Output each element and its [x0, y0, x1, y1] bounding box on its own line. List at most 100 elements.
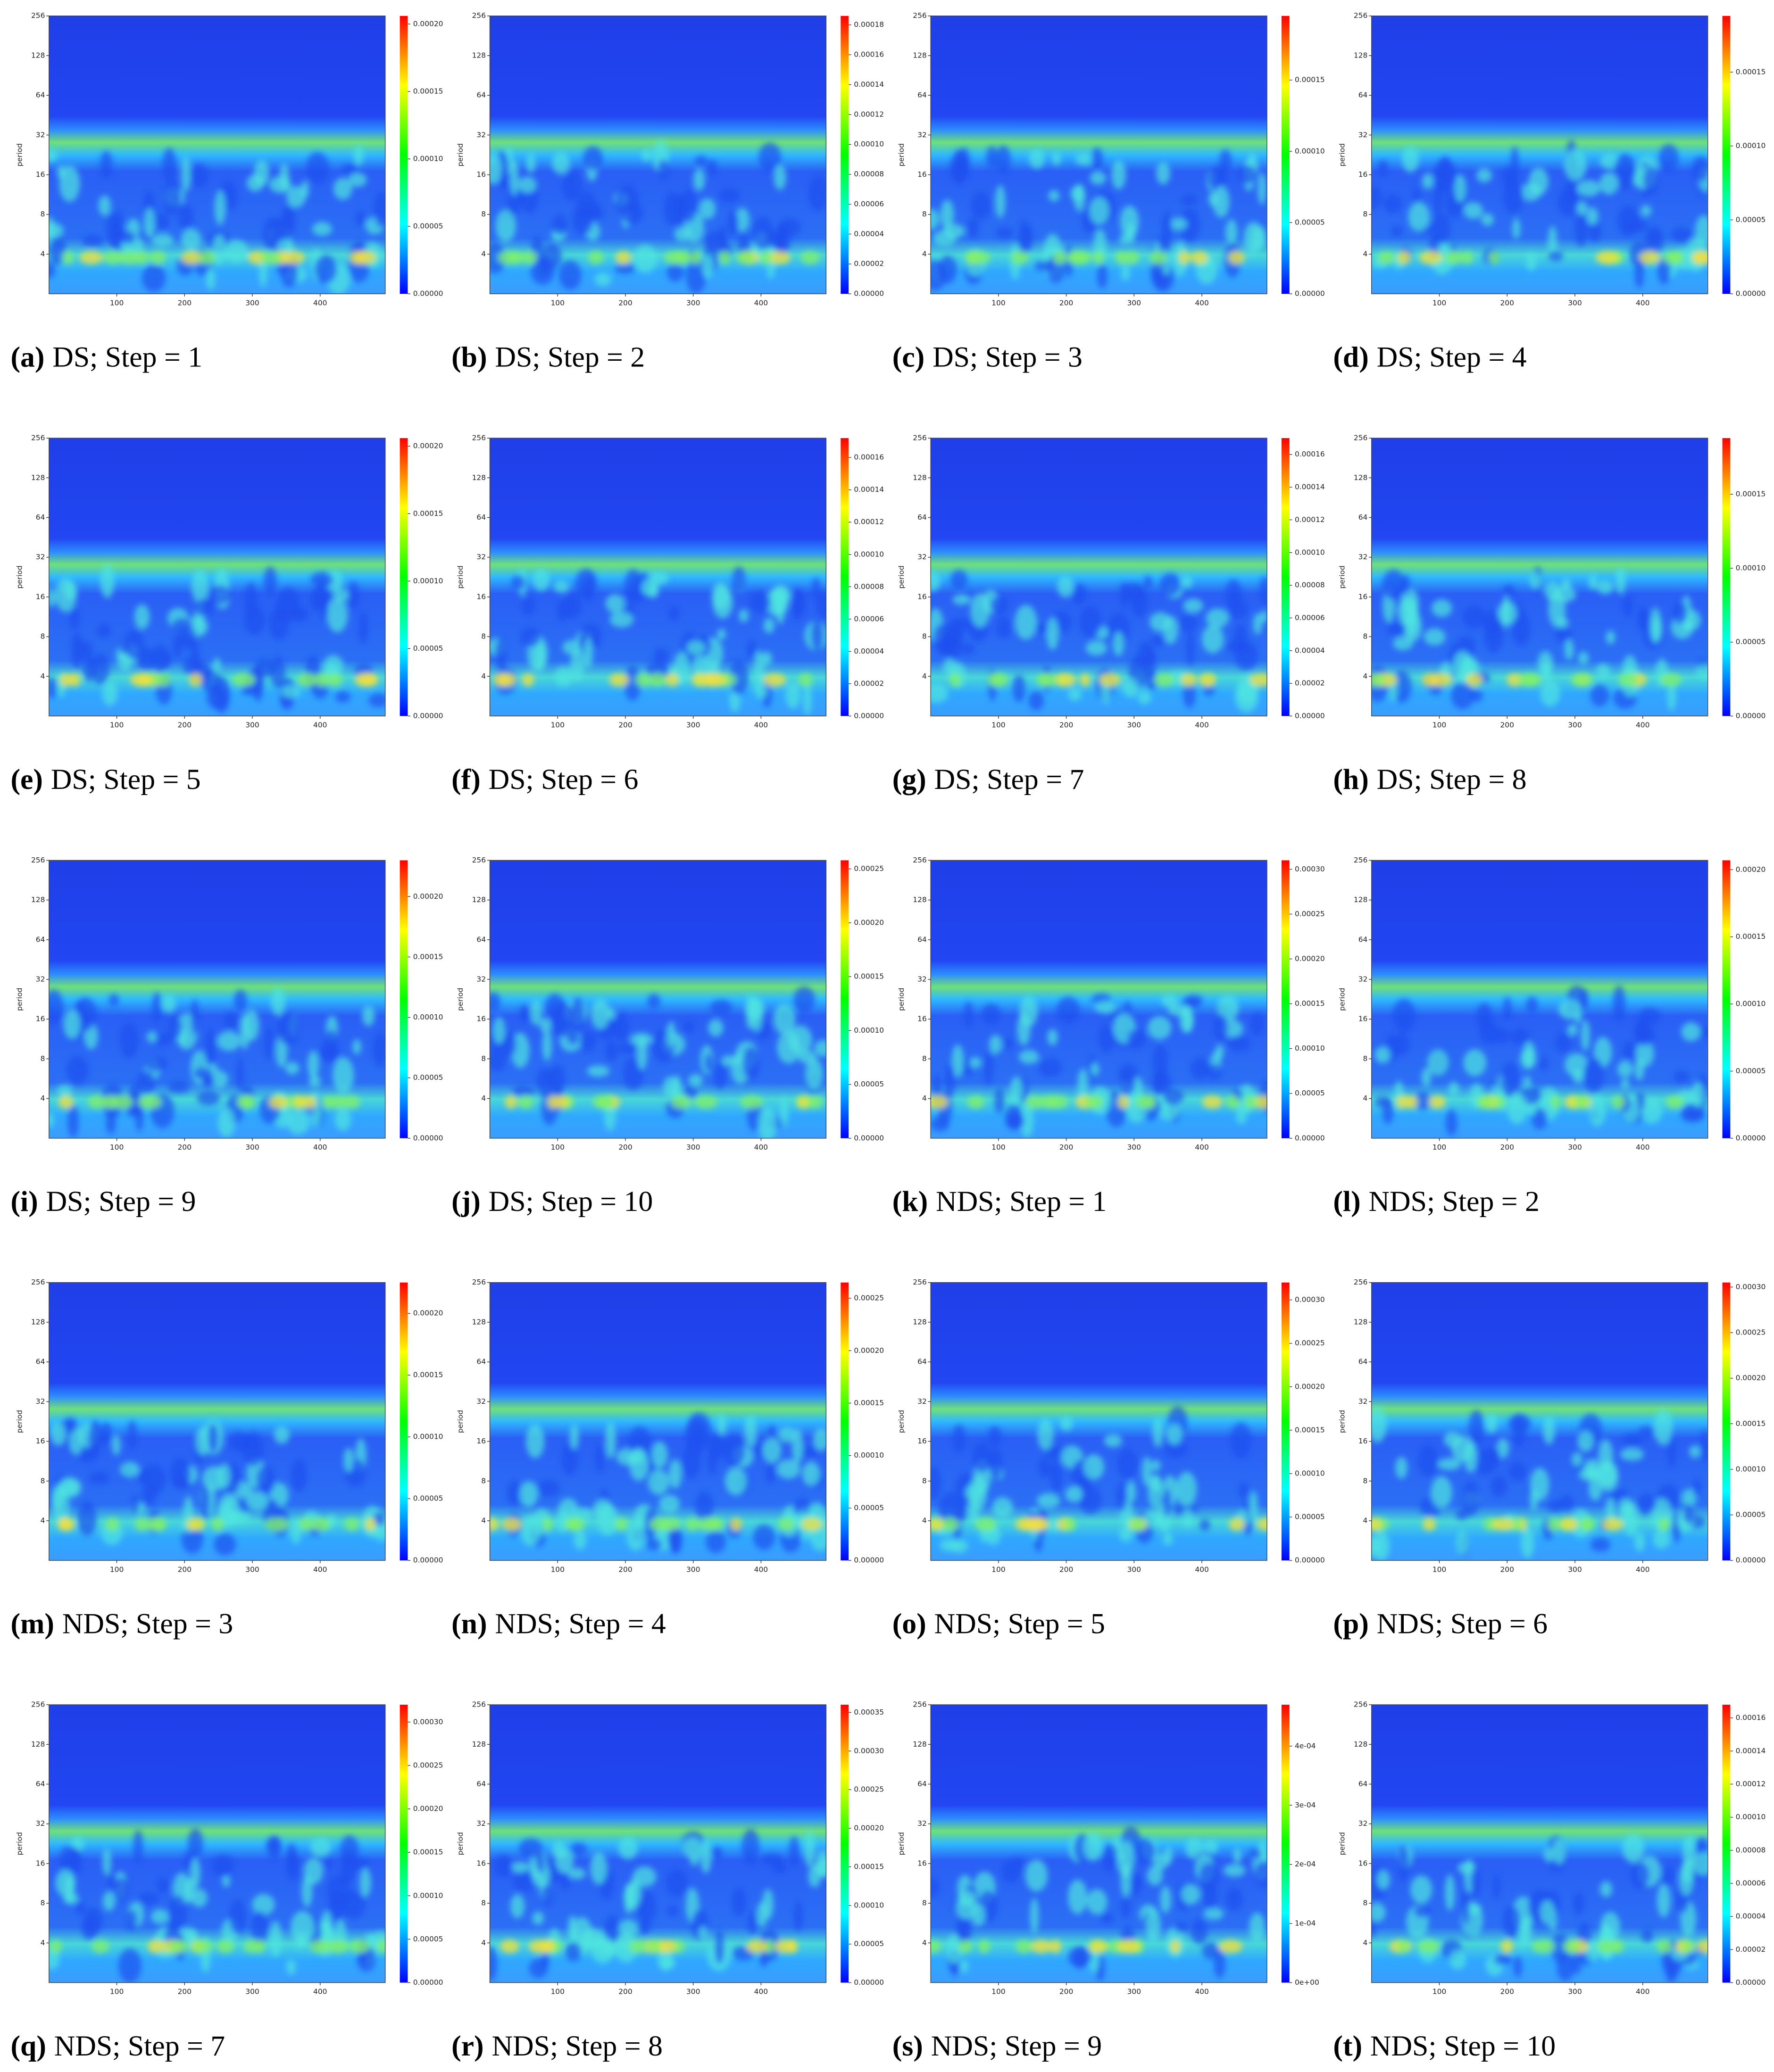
- caption-text: DS; Step = 7: [934, 763, 1084, 796]
- texture-blob: [624, 569, 642, 605]
- texture-blob: [684, 1084, 698, 1100]
- texture-blob: [1012, 674, 1025, 703]
- y-tick-label: 32: [36, 975, 45, 984]
- x-tick-label: 300: [1568, 1988, 1582, 1996]
- texture-blob: [615, 1934, 638, 1963]
- x-tick-label: 300: [686, 1988, 700, 1996]
- caption-label: (n): [451, 1608, 487, 1640]
- texture-blob: [704, 231, 726, 249]
- y-axis-label: period: [456, 988, 465, 1011]
- texture-blob: [813, 1428, 826, 1451]
- heatmap-texture: [490, 1412, 826, 1554]
- texture-blob: [666, 673, 679, 687]
- colorbar-tick-label: 0.00005: [854, 1503, 884, 1512]
- colorbar-tick-label: 0.00010: [1295, 147, 1325, 155]
- texture-blob: [532, 1862, 550, 1887]
- texture-blob: [102, 681, 118, 706]
- y-axis-label: period: [456, 1832, 465, 1855]
- texture-blob: [206, 268, 216, 290]
- x-tick-label: 400: [313, 1143, 327, 1152]
- colorbar-tick-label: 0.00012: [854, 518, 884, 526]
- texture-blob: [685, 1517, 700, 1531]
- y-tick-label: 8: [922, 632, 927, 641]
- y-tick-label: 128: [1354, 1740, 1367, 1749]
- texture-blob: [1164, 1847, 1173, 1865]
- x-tick-label: 100: [991, 1988, 1005, 1996]
- texture-blob: [286, 186, 306, 208]
- y-tick-label: 32: [476, 1397, 486, 1406]
- caption-label: (h): [1333, 763, 1368, 796]
- texture-blob: [510, 1894, 525, 1918]
- texture-blob: [285, 1062, 300, 1075]
- texture-blob: [358, 611, 368, 644]
- texture-blob: [588, 251, 604, 265]
- texture-blob: [225, 240, 248, 263]
- texture-blob: [1481, 213, 1494, 226]
- texture-blob: [793, 1498, 812, 1517]
- texture-blob: [542, 1517, 553, 1531]
- x-tick-label: 300: [245, 1143, 259, 1152]
- colorbar-tick-label: 0.00020: [1736, 1374, 1766, 1382]
- colorbar-tick-label: 0.00000: [854, 1978, 884, 1987]
- y-tick-label: 4: [481, 1939, 486, 1947]
- texture-blob: [498, 673, 516, 687]
- texture-blob: [1201, 624, 1224, 654]
- heatmap-texture: [490, 566, 826, 716]
- texture-blob: [1190, 251, 1208, 265]
- texture-blob: [931, 1939, 942, 1953]
- x-tick-label: 200: [1059, 1143, 1073, 1152]
- texture-blob: [181, 228, 201, 250]
- texture-blob: [102, 1848, 111, 1876]
- texture-blob: [1596, 663, 1610, 678]
- texture-blob: [1017, 1013, 1031, 1046]
- texture-blob: [1180, 575, 1193, 588]
- texture-blob: [244, 605, 266, 635]
- texture-blob: [1541, 661, 1552, 681]
- texture-blob: [1064, 1517, 1076, 1531]
- texture-blob: [1253, 1095, 1267, 1109]
- texture-blob: [1683, 1503, 1694, 1524]
- y-tick-label: 4: [481, 1094, 486, 1102]
- texture-blob: [1461, 1889, 1470, 1925]
- y-tick-label: 4: [481, 249, 486, 258]
- y-tick-label: 32: [476, 131, 486, 139]
- colorbar-tick-label: 0.00020: [413, 19, 443, 28]
- x-tick-label: 400: [313, 1988, 327, 1996]
- texture-blob: [748, 1911, 758, 1935]
- y-axis-label: period: [16, 1410, 24, 1433]
- panel: 4 8 16 32 64 128 256 100 200 300 400 period 0.00000 0…: [10, 856, 443, 1218]
- texture-blob: [526, 153, 536, 174]
- colorbar-tick-label: 0.00005: [854, 1080, 884, 1088]
- texture-blob: [1598, 1464, 1618, 1492]
- texture-blob: [1166, 1424, 1183, 1445]
- panel: 4 8 16 32 64 128 256 100 200 300 400 period 0.00000 0…: [1333, 434, 1766, 796]
- texture-blob: [1068, 1947, 1092, 1967]
- panel: 4 8 16 32 64 128 256 100 200 300 400 period 0.00000 0…: [451, 856, 884, 1218]
- texture-blob: [753, 651, 765, 688]
- y-axis-label: period: [16, 1832, 24, 1855]
- texture-blob: [1383, 194, 1402, 214]
- texture-blob: [664, 191, 682, 226]
- colorbar-tick-label: 4e-04: [1295, 1741, 1316, 1750]
- texture-blob: [541, 1884, 553, 1906]
- texture-blob: [1130, 1873, 1142, 1896]
- caption-text: DS; Step = 9: [46, 1185, 196, 1218]
- texture-blob: [1451, 681, 1474, 709]
- texture-blob: [1613, 985, 1626, 1022]
- texture-blob: [1634, 258, 1644, 289]
- texture-blob: [1652, 616, 1662, 640]
- texture-blob: [560, 1871, 571, 1890]
- texture-blob: [1673, 1071, 1690, 1083]
- caption-text: NDS; Step = 6: [1377, 1608, 1548, 1640]
- y-tick-label: 16: [917, 1437, 927, 1445]
- texture-blob: [1225, 219, 1238, 247]
- texture-blob: [335, 691, 351, 703]
- y-tick-label: 16: [1358, 1015, 1368, 1023]
- texture-blob: [1213, 185, 1230, 218]
- x-tick-label: 100: [110, 1565, 124, 1574]
- texture-blob: [1046, 617, 1059, 650]
- texture-blob: [762, 1437, 782, 1463]
- texture-blob: [281, 261, 298, 288]
- texture-blob: [770, 585, 790, 615]
- texture-blob: [1179, 208, 1200, 242]
